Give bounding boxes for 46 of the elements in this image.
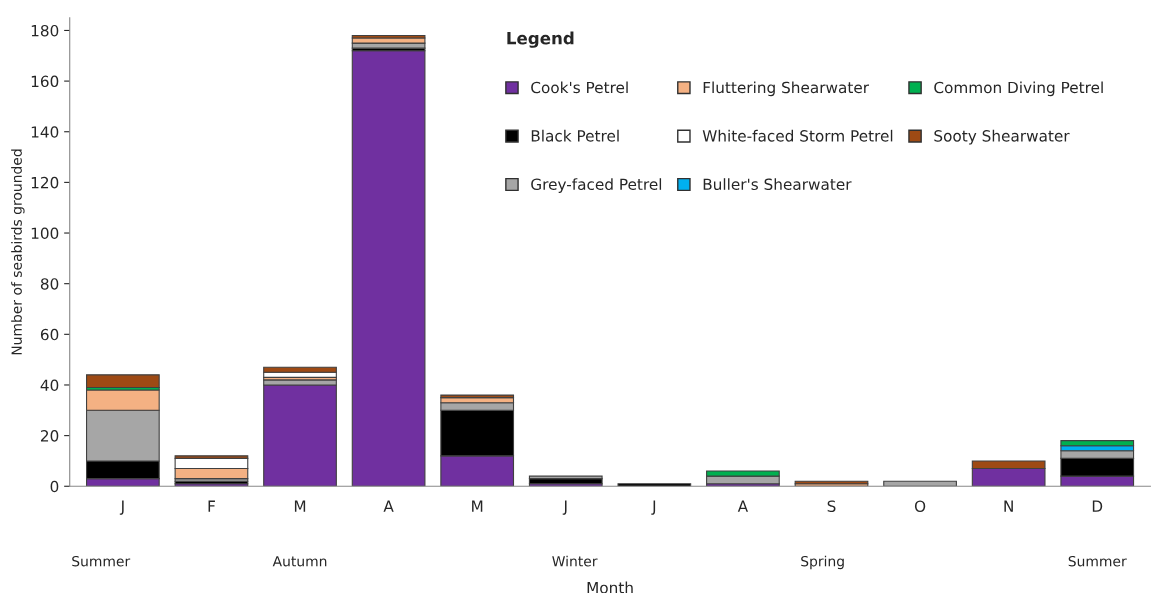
bar (85, 374, 160, 389)
bar (351, 50, 426, 487)
text: Summer (1068, 555, 1127, 567)
legend-label: Buller's Shearwater (703, 178, 852, 191)
text: Spring (801, 555, 844, 570)
legend-label: Grey-faced Petrel (531, 178, 662, 193)
legend-label: Fluttering Shearwater (703, 81, 870, 97)
text: Winter (552, 555, 598, 567)
text: Summer (72, 555, 131, 567)
x-tick-label: J (651, 500, 656, 515)
bar (528, 475, 603, 480)
y-tick-label: 80 (40, 278, 59, 290)
legend-label: Common Diving Petrel (934, 81, 1103, 97)
y-tick-label: 20 (40, 430, 59, 442)
x-tick-label: J (119, 500, 124, 515)
y-tick-label: 180 (31, 24, 59, 37)
x-tick-label: M (472, 500, 483, 512)
y-tick-label: 120 (31, 176, 59, 189)
bar (440, 394, 515, 399)
bar (883, 480, 957, 487)
y-axis-title: Number of seabirds grounded (11, 149, 25, 355)
x-tick-label: A (737, 500, 749, 512)
y-tick-label: 100 (31, 227, 59, 240)
legend-title: Legend (507, 31, 574, 48)
x-tick-label: O (914, 500, 926, 512)
x-tick-label: S (827, 500, 836, 512)
x-axis-title: Month (587, 581, 633, 593)
legend-label: Cook's Petrel (531, 81, 628, 94)
y-tick-label: 140 (31, 126, 59, 138)
bar (263, 384, 337, 487)
legend-label: Black Petrel (531, 129, 619, 142)
x-tick-label: J (562, 500, 567, 515)
y-tick-label: 160 (31, 75, 59, 88)
text: Autumn (272, 556, 327, 567)
legend-label: White-faced Storm Petrel (702, 129, 893, 142)
y-tick-label: 40 (40, 379, 59, 391)
x-tick-label: A (383, 500, 394, 512)
x-tick-label: D (1092, 500, 1103, 512)
bar (1060, 440, 1135, 447)
x-tick-label: F (208, 500, 215, 512)
x-tick-label: M (294, 500, 306, 512)
y-tick-label: 60 (40, 328, 59, 341)
y-tick-label: 0 (50, 480, 59, 493)
bar (617, 483, 692, 487)
legend-label: Sooty Shearwater (934, 129, 1070, 145)
x-tick-label: N (1004, 500, 1013, 512)
